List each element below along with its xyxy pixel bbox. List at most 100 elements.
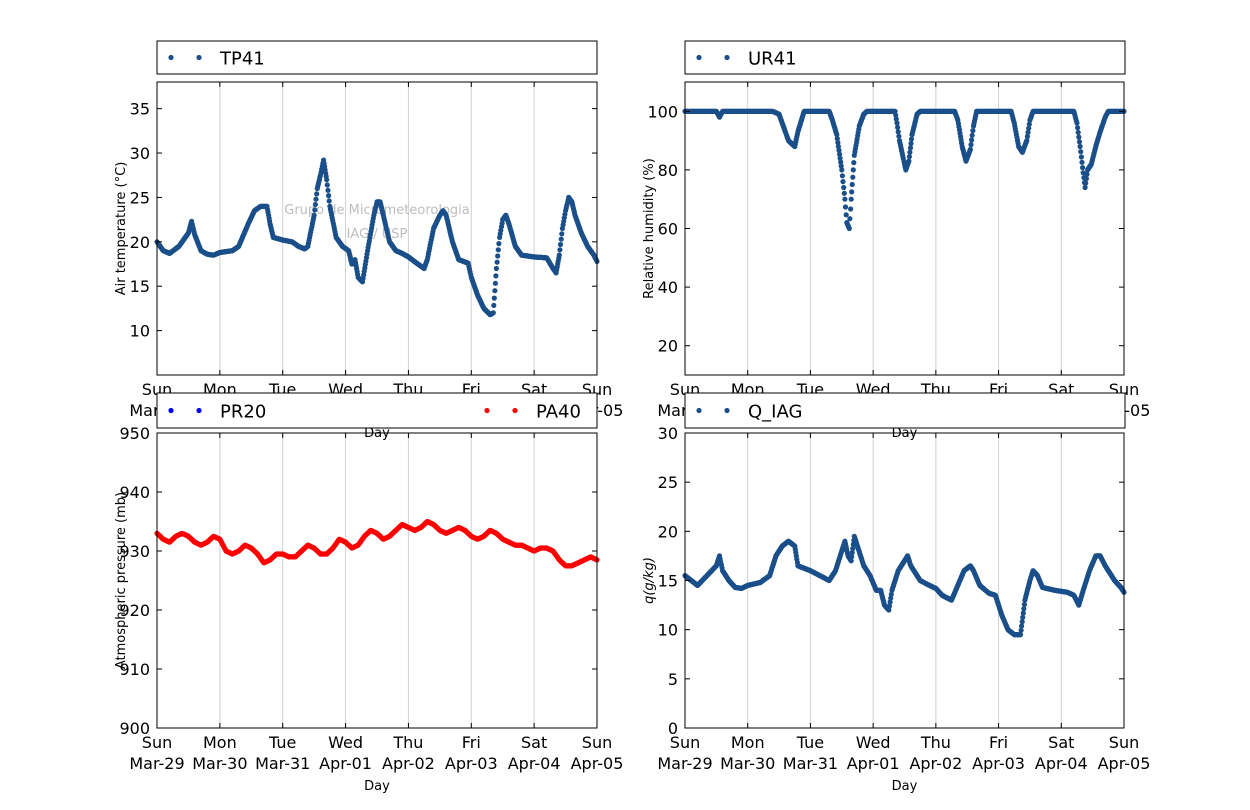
data-point-Q_IAG — [1018, 627, 1024, 633]
data-point-UR41 — [1078, 149, 1084, 155]
data-point-UR41 — [969, 137, 975, 143]
legend-box — [684, 40, 1126, 75]
data-point-UR41 — [893, 112, 899, 118]
data-point-UR41 — [849, 181, 855, 188]
ytick-label: 950 — [119, 424, 150, 443]
xtick-date-label: Mar-29 — [657, 754, 712, 773]
data-point-UR41 — [1025, 129, 1031, 135]
data-point-UR41 — [839, 173, 846, 179]
xtick-day-label: Sat — [521, 733, 547, 752]
legend-marker — [696, 54, 702, 61]
ytick-label: 20 — [658, 522, 678, 541]
xtick-day-label: Sun — [1109, 733, 1139, 752]
data-point-UR41 — [850, 167, 856, 173]
plot-frame — [156, 432, 598, 729]
ytick-label: 100 — [647, 102, 678, 121]
data-point-TP41 — [492, 288, 498, 294]
data-point-UR41 — [907, 145, 914, 151]
xtick-day-label: Tue — [268, 733, 296, 752]
ytick-label: 940 — [119, 483, 150, 502]
legend-marker — [196, 54, 202, 61]
data-point-UR41 — [893, 116, 899, 122]
data-point-TP41 — [324, 177, 330, 183]
data-point-Q_IAG — [849, 554, 855, 560]
data-point-TP41 — [495, 253, 501, 259]
data-point-Q_IAG — [1020, 614, 1026, 621]
chart-pressure: 900 910 920 930 940 950 Sun Mar-29 Mon Mar-30 Tue M… — [114, 424, 623, 794]
data-point-TP41 — [312, 201, 318, 208]
data-point-TP41 — [324, 182, 330, 188]
xtick-date-label: Mar-31 — [783, 754, 838, 773]
data-point-UR41 — [1083, 176, 1089, 182]
xtick-date-label: Mar-29 — [129, 754, 184, 773]
data-point-UR41 — [907, 149, 913, 155]
legend-marker — [168, 407, 174, 414]
data-point-UR41 — [841, 184, 847, 191]
xtick-date-label: Apr-01 — [847, 754, 900, 773]
data-point-UR41 — [895, 129, 901, 135]
data-point-Q_IAG — [1021, 601, 1027, 608]
x-axis-label: Day — [892, 779, 918, 794]
ytick-label: 25 — [130, 188, 150, 207]
data-point-UR41 — [835, 140, 841, 146]
xtick-day-label: Thu — [392, 733, 423, 752]
data-point-UR41 — [849, 189, 855, 195]
ytick-label: 35 — [130, 100, 150, 119]
data-point-UR41 — [1076, 134, 1082, 140]
data-point-UR41 — [842, 204, 849, 210]
data-point-Q_IAG — [1019, 623, 1025, 629]
xtick-day-label: Sun — [670, 733, 700, 752]
data-point-TP41 — [312, 207, 318, 213]
data-point-Q_IAG — [888, 591, 894, 597]
data-point-UR41 — [848, 206, 854, 212]
ytick-label: 20 — [130, 233, 150, 252]
ytick-label: 910 — [119, 660, 150, 679]
xtick-day-label: Sat — [1048, 733, 1074, 752]
legend-box — [684, 392, 1126, 429]
data-point-Q_IAG — [1020, 610, 1026, 616]
data-point-Q_IAG — [848, 558, 854, 564]
xtick-day-label: Mon — [203, 733, 237, 752]
data-point-Q_IAG — [1017, 632, 1024, 638]
data-point-UR41 — [1026, 125, 1032, 131]
watermark-line2: IAG / USP — [347, 227, 408, 242]
data-point-UR41 — [840, 179, 846, 185]
xtick-date-label: Mar-31 — [255, 754, 310, 773]
data-point-TP41 — [557, 241, 564, 248]
data-point-TP41 — [493, 265, 499, 272]
xtick-day-label: Wed — [328, 733, 363, 752]
ytick-label: 920 — [119, 601, 150, 620]
ytick-label: 60 — [658, 220, 678, 239]
y-axis-label: Relative humidity (%) — [642, 158, 657, 299]
chart-specific_humidity: 0 5 10 15 20 25 30 Sun Mar-29 Mon Mar-30 Tue Mar-31 W… — [642, 424, 1150, 794]
data-point-Q_IAG — [887, 599, 893, 605]
legend-humidity: UR41 — [684, 40, 1126, 75]
legend-marker — [724, 54, 730, 61]
data-point-UR41 — [906, 154, 913, 160]
xtick-date-label: Apr-03 — [445, 754, 498, 773]
data-point-TP41 — [558, 236, 564, 242]
data-point-Q_IAG — [1021, 606, 1027, 612]
data-point-UR41 — [839, 167, 845, 173]
xtick-date-label: Mar-30 — [720, 754, 775, 773]
data-point-UR41 — [968, 142, 974, 148]
data-point-TP41 — [314, 191, 320, 197]
data-point-UR41 — [969, 132, 975, 138]
data-point-UR41 — [1080, 165, 1086, 171]
data-point-Q_IAG — [850, 545, 856, 552]
data-point-UR41 — [908, 136, 915, 142]
ytick-label: 0 — [668, 719, 678, 738]
xtick-date-label: Apr-04 — [1035, 754, 1088, 773]
legend-pressure: PR20 PA40 — [156, 392, 598, 429]
data-point-TP41 — [491, 295, 497, 301]
data-point-UR41 — [843, 212, 849, 218]
data-point-TP41 — [494, 259, 500, 265]
y-axis-label: Air temperature (°C) — [114, 162, 129, 296]
xtick-date-label: Apr-04 — [508, 754, 561, 773]
data-point-TP41 — [492, 280, 498, 286]
ytick-label: 80 — [658, 161, 678, 180]
data-point-TP41 — [326, 193, 332, 199]
data-point-Q_IAG — [886, 607, 892, 613]
xtick-day-label: Fri — [989, 733, 1008, 752]
